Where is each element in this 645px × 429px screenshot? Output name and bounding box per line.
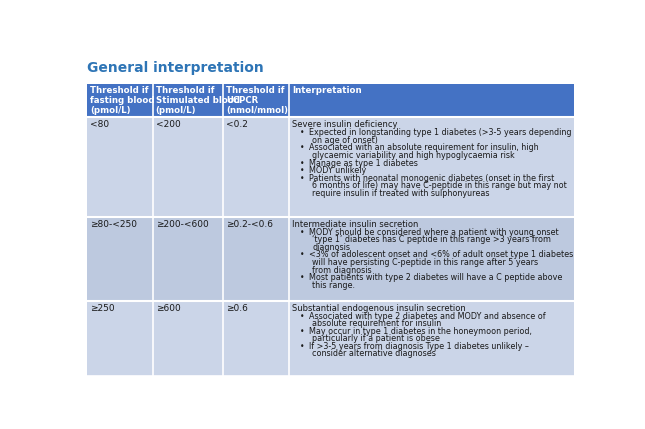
- Text: •: •: [300, 228, 304, 237]
- Text: ≥0.6: ≥0.6: [226, 304, 248, 313]
- Text: <80: <80: [90, 121, 109, 130]
- Bar: [87, 301, 574, 376]
- Text: Patients with neonatal monogenic diabetes (onset in the first: Patients with neonatal monogenic diabete…: [309, 174, 555, 183]
- Text: will have persisting C-peptide in this range after 5 years: will have persisting C-peptide in this r…: [312, 258, 539, 267]
- Text: consider alternative diagnoses: consider alternative diagnoses: [312, 350, 436, 359]
- Text: •: •: [300, 327, 304, 336]
- Text: Interpretation: Interpretation: [292, 85, 362, 94]
- Text: ≥250: ≥250: [90, 304, 115, 313]
- Text: General interpretation: General interpretation: [87, 61, 264, 76]
- Bar: [87, 84, 574, 118]
- Text: •: •: [300, 273, 304, 282]
- Bar: [87, 217, 574, 301]
- Text: •: •: [300, 342, 304, 351]
- Text: <0.2: <0.2: [226, 121, 248, 130]
- Text: •: •: [300, 166, 304, 175]
- Text: •: •: [300, 143, 304, 152]
- Text: ‘type 1’ diabetes has C peptide in this range >3 years from: ‘type 1’ diabetes has C peptide in this …: [312, 236, 551, 245]
- Text: Severe insulin deficiency: Severe insulin deficiency: [292, 121, 398, 130]
- Text: Associated with an absolute requirement for insulin, high: Associated with an absolute requirement …: [309, 143, 539, 152]
- Text: ≥200-<600: ≥200-<600: [155, 220, 208, 229]
- Bar: [87, 118, 574, 217]
- Text: Threshold if
UCPCR
(nmol/mmol): Threshold if UCPCR (nmol/mmol): [226, 85, 288, 115]
- Text: from diagnosis: from diagnosis: [312, 266, 372, 275]
- Text: ≥600: ≥600: [155, 304, 181, 313]
- Text: Threshold if
fasting blood
(pmol/L): Threshold if fasting blood (pmol/L): [90, 85, 154, 115]
- Text: If >3-5 years from diagnosis Type 1 diabetes unlikely –: If >3-5 years from diagnosis Type 1 diab…: [309, 342, 529, 351]
- Text: Intermediate insulin secretion: Intermediate insulin secretion: [292, 220, 419, 229]
- Text: MODY should be considered where a patient with young onset: MODY should be considered where a patien…: [309, 228, 559, 237]
- Text: Most patients with type 2 diabetes will have a C peptide above: Most patients with type 2 diabetes will …: [309, 273, 562, 282]
- Text: •: •: [300, 174, 304, 183]
- Text: absolute requirement for insulin: absolute requirement for insulin: [312, 319, 442, 328]
- Text: require insulin if treated with sulphonyureas: require insulin if treated with sulphony…: [312, 189, 490, 198]
- Text: •: •: [300, 159, 304, 168]
- Text: <200: <200: [155, 121, 181, 130]
- Text: Substantial endogenous insulin secretion: Substantial endogenous insulin secretion: [292, 304, 466, 313]
- Text: 6 months of life) may have C-peptide in this range but may not: 6 months of life) may have C-peptide in …: [312, 181, 567, 190]
- Text: •: •: [300, 312, 304, 321]
- Text: Manage as type 1 diabetes: Manage as type 1 diabetes: [309, 159, 418, 168]
- Text: diagnosis: diagnosis: [312, 243, 350, 252]
- Text: ≥80-<250: ≥80-<250: [90, 220, 137, 229]
- Text: MODY unlikely: MODY unlikely: [309, 166, 366, 175]
- Text: this range.: this range.: [312, 281, 355, 290]
- Text: particularly if a patient is obese: particularly if a patient is obese: [312, 334, 441, 343]
- Text: on age of onset): on age of onset): [312, 136, 378, 145]
- Text: •: •: [300, 128, 304, 137]
- Text: ≥0.2-<0.6: ≥0.2-<0.6: [226, 220, 273, 229]
- Text: •: •: [300, 251, 304, 260]
- Text: May occur in type 1 diabetes in the honeymoon period,: May occur in type 1 diabetes in the hone…: [309, 327, 532, 336]
- Text: glycaemic variability and high hypoglycaemia risk: glycaemic variability and high hypoglyca…: [312, 151, 515, 160]
- Text: <3% of adolescent onset and <6% of adult onset type 1 diabetes: <3% of adolescent onset and <6% of adult…: [309, 251, 573, 260]
- Text: Threshold if
Stimulated blood
(pmol/L): Threshold if Stimulated blood (pmol/L): [155, 85, 240, 115]
- Text: Associated with type 2 diabetes and MODY and absence of: Associated with type 2 diabetes and MODY…: [309, 312, 546, 321]
- Text: Expected in longstanding type 1 diabetes (>3-5 years depending: Expected in longstanding type 1 diabetes…: [309, 128, 571, 137]
